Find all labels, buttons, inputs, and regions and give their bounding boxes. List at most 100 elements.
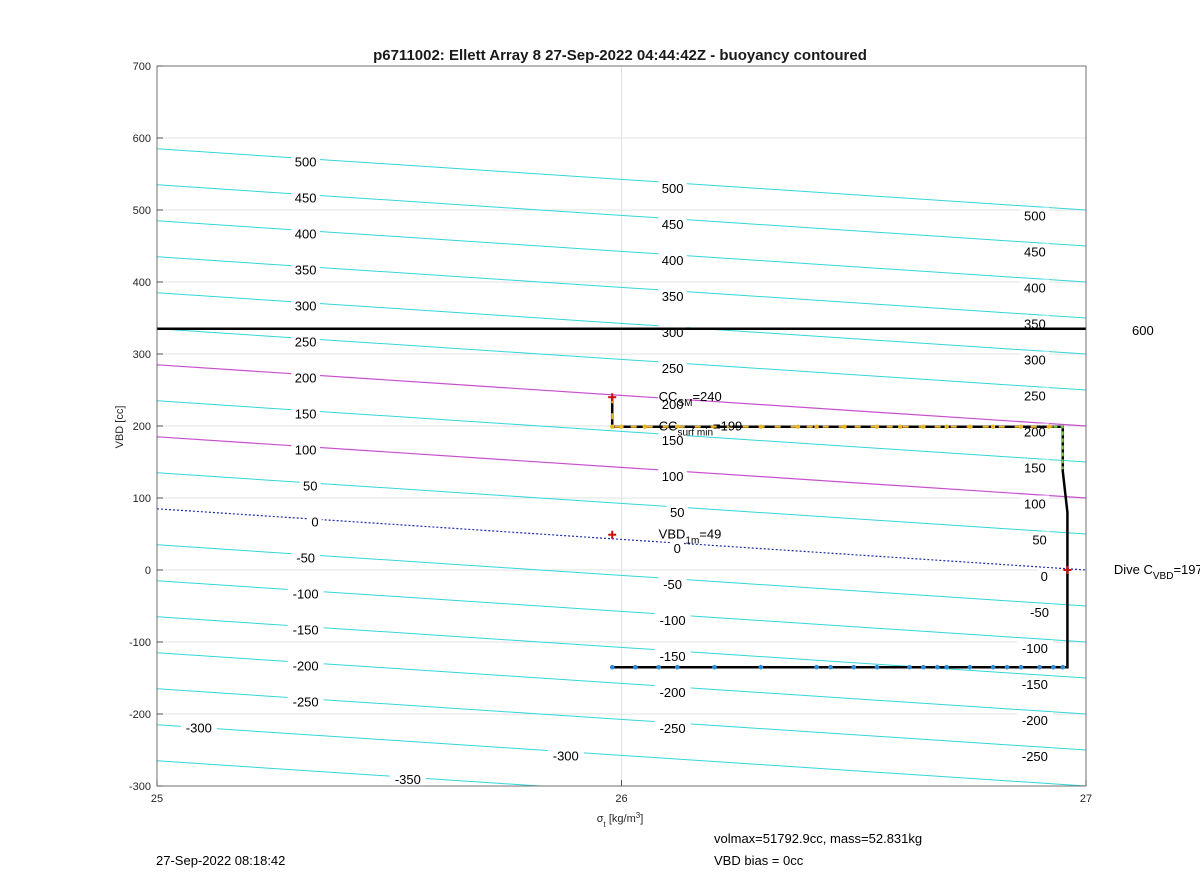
- y-tick-label: 400: [133, 277, 151, 289]
- contour-label: 350: [295, 262, 317, 277]
- annotations: CCSM=240 CCsurf min=199 VBD1m=49 Dive CVBD=…: [659, 389, 1200, 582]
- contour-label: 150: [662, 433, 684, 448]
- deep-dot: [921, 664, 926, 670]
- contour-label-bg: [1020, 351, 1050, 369]
- deep-dot: [1018, 664, 1024, 670]
- contour-labels: 500450400350300250200150100500-50-100-15…: [180, 153, 1054, 789]
- contour-label-bg: [658, 180, 687, 198]
- deep-dot: [1060, 664, 1066, 670]
- surface-dot: [795, 424, 801, 429]
- contour-label: -200: [660, 685, 686, 700]
- contour-label: 150: [295, 406, 317, 421]
- contour-label-bg: [180, 719, 217, 737]
- x-tick-label: 26: [615, 793, 627, 805]
- contour-label: -150: [1022, 677, 1048, 692]
- deep-dot: [874, 664, 880, 670]
- contour-label: 300: [1024, 352, 1046, 367]
- deep-dot: [633, 664, 638, 670]
- dive-data: 600: [157, 323, 1154, 670]
- contour-label-bg: [287, 693, 324, 711]
- contour-label-bg: [291, 153, 320, 171]
- contour-label: 150: [1024, 460, 1046, 475]
- contour-label-bg: [1020, 279, 1050, 297]
- contour-label-bg: [658, 396, 687, 414]
- deep-dot: [935, 664, 940, 670]
- contour-label-bg: [1025, 604, 1054, 622]
- contour-label-bg: [658, 432, 687, 450]
- contour-label-bg: [1020, 387, 1050, 405]
- deep-dot: [1004, 664, 1010, 670]
- surface-dot: [921, 424, 926, 429]
- contour-label-bg: [389, 771, 426, 789]
- y-tick-label: -200: [129, 709, 151, 721]
- contour-label: 450: [662, 217, 684, 232]
- contour-label: 450: [1024, 244, 1046, 259]
- deep-dot: [1037, 664, 1042, 670]
- contour-label: 0: [311, 514, 318, 529]
- surface-dot: [610, 424, 615, 429]
- volmax-mass-text: volmax=51792.9cc, mass=52.831kg: [714, 831, 923, 846]
- contour-line: [157, 760, 548, 786]
- y-tick-label: 100: [133, 493, 151, 505]
- vbd-bias-text: VBD bias = 0cc: [714, 853, 804, 868]
- contour-label: -200: [293, 658, 319, 673]
- contour-label: 450: [295, 190, 317, 205]
- x-tick-label: 25: [151, 793, 163, 805]
- contour-label: 50: [1032, 532, 1046, 547]
- reference-line-label: 600: [1132, 323, 1154, 338]
- contour-label-bg: [658, 216, 687, 234]
- contour-label: -100: [293, 586, 319, 601]
- contour-label-bg: [1020, 207, 1050, 225]
- contour-label-bg: [658, 288, 687, 306]
- contour-label: -200: [1022, 713, 1048, 728]
- contour-label-bg: [654, 612, 691, 630]
- annotation-dive_c: Dive CVBD=197: [1114, 562, 1200, 582]
- deep-dot: [907, 664, 912, 670]
- contour-label: -250: [660, 721, 686, 736]
- contour-label: -150: [293, 622, 319, 637]
- contour-label: 200: [295, 370, 317, 385]
- contour-label: -50: [663, 577, 682, 592]
- contour-label: -350: [395, 772, 421, 787]
- deep-dot: [656, 664, 661, 670]
- surface-dot: [712, 424, 717, 429]
- contour-label: -300: [553, 748, 579, 763]
- contour-label: -150: [660, 649, 686, 664]
- contour-label: -50: [296, 550, 315, 565]
- surface-dot: [990, 424, 996, 429]
- contour-label-bg: [1016, 640, 1053, 658]
- contour-label: 50: [670, 505, 684, 520]
- surface-dot: [898, 424, 903, 429]
- deep-dot: [609, 664, 615, 670]
- contour-label-bg: [291, 225, 320, 243]
- contour-label-bg: [658, 576, 687, 594]
- contour-label-bg: [291, 549, 320, 567]
- contour-line-zero: [157, 508, 1086, 571]
- contour-label-bg: [299, 477, 321, 495]
- contour-label: 500: [662, 181, 684, 196]
- contour-label: 400: [295, 226, 317, 241]
- surface-dot: [874, 424, 880, 429]
- contour-label-bg: [291, 405, 320, 423]
- contour-label-bg: [308, 513, 322, 531]
- y-tick-label: 600: [133, 133, 151, 145]
- contour-label-bg: [547, 747, 584, 765]
- contour-label-bg: [654, 684, 691, 702]
- contour-label: 500: [1024, 208, 1046, 223]
- contour-label-bg: [1029, 531, 1051, 549]
- contour-label: 300: [295, 298, 317, 313]
- deep-dot: [1051, 664, 1056, 670]
- contour-label-bg: [658, 468, 687, 486]
- y-tick-label: -300: [129, 781, 151, 793]
- contour-label-bg: [1020, 459, 1050, 477]
- contour-label: 0: [674, 541, 681, 556]
- contour-label: 100: [295, 442, 317, 457]
- surface-dot: [675, 424, 680, 429]
- contour-label-bg: [287, 621, 324, 639]
- x-tick-label: 27: [1080, 793, 1092, 805]
- y-tick-label: 500: [133, 205, 151, 217]
- contour-label: -100: [1022, 641, 1048, 656]
- surface-dot: [1018, 424, 1024, 429]
